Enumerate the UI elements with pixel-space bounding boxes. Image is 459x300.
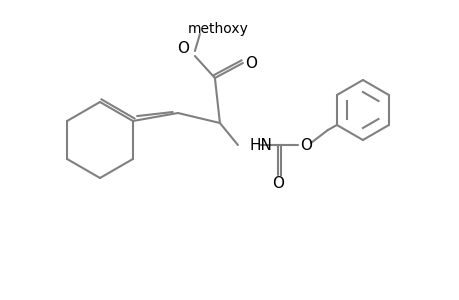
Text: HN: HN [249, 137, 272, 152]
Text: O: O [271, 176, 283, 191]
Text: O: O [244, 56, 256, 70]
Text: O: O [299, 137, 311, 152]
Text: O: O [177, 40, 189, 56]
Text: methoxy: methoxy [187, 22, 248, 36]
